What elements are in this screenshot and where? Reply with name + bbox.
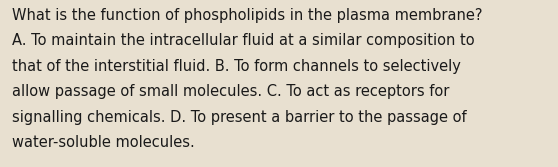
Text: allow passage of small molecules. C. To act as receptors for: allow passage of small molecules. C. To … bbox=[12, 84, 450, 99]
Text: water-soluble molecules.: water-soluble molecules. bbox=[12, 135, 195, 150]
Text: that of the interstitial fluid. B. To form channels to selectively: that of the interstitial fluid. B. To fo… bbox=[12, 59, 461, 74]
Text: signalling chemicals. D. To present a barrier to the passage of: signalling chemicals. D. To present a ba… bbox=[12, 110, 467, 125]
Text: What is the function of phospholipids in the plasma membrane?: What is the function of phospholipids in… bbox=[12, 8, 483, 23]
Text: A. To maintain the intracellular fluid at a similar composition to: A. To maintain the intracellular fluid a… bbox=[12, 33, 475, 48]
